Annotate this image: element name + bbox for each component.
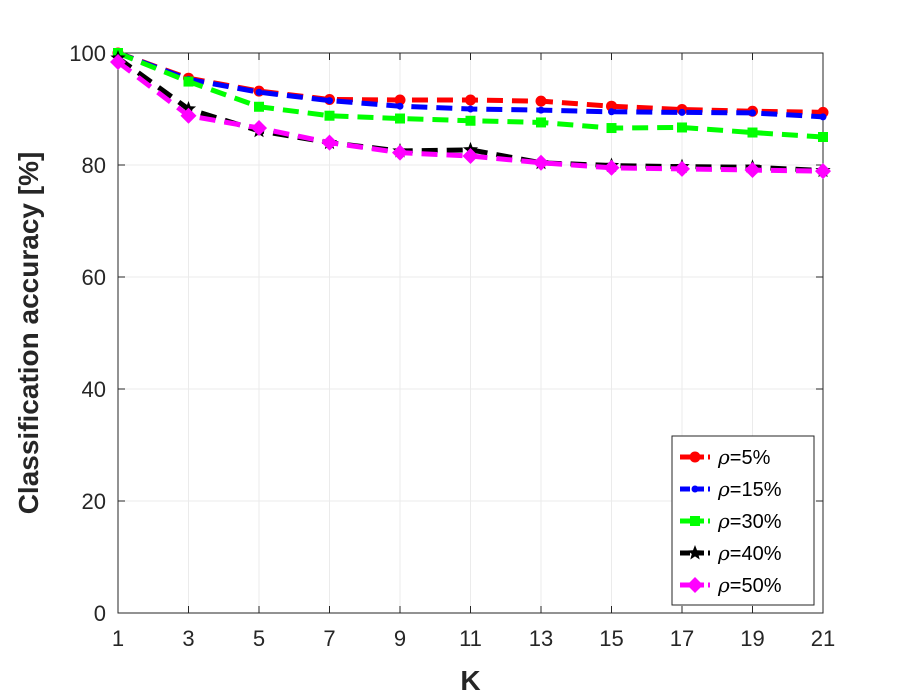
data-point <box>606 100 617 112</box>
legend-swatch-marker <box>690 516 700 526</box>
series-layer <box>110 47 831 180</box>
x-tick-label: 7 <box>323 626 335 651</box>
data-point <box>255 88 263 96</box>
series-4 <box>110 53 831 180</box>
data-point <box>394 94 406 106</box>
data-point <box>254 101 264 112</box>
series-line <box>116 59 824 174</box>
legend: ρ=5%ρ=15%ρ=30%ρ=40%ρ=50% <box>671 435 815 606</box>
data-point <box>608 108 615 116</box>
legend-label: ρ=15% <box>717 477 782 501</box>
data-point <box>536 117 546 128</box>
y-tick-label: 100 <box>69 41 106 66</box>
x-tick-label: 11 <box>459 626 482 651</box>
x-tick-label: 15 <box>599 626 623 651</box>
legend-label-value: =15% <box>730 479 782 501</box>
legend-label: ρ=30% <box>717 509 782 533</box>
x-tick-label: 5 <box>253 626 265 651</box>
y-tick-label: 60 <box>82 265 106 290</box>
data-point <box>395 113 405 124</box>
data-point <box>392 144 408 161</box>
data-point <box>324 110 335 121</box>
y-tick-label: 40 <box>82 377 106 402</box>
data-point <box>465 94 476 106</box>
data-point <box>819 113 827 121</box>
legend-label-value: =50% <box>730 575 782 597</box>
series-2 <box>113 48 828 142</box>
data-point <box>467 105 474 113</box>
x-tick-label: 1 <box>112 626 124 651</box>
legend-label: ρ=40% <box>717 541 782 565</box>
x-axis-label: K <box>460 665 480 696</box>
legend-label-symbol: ρ <box>717 477 730 501</box>
legend-swatch-marker <box>689 451 701 463</box>
legend-label-value: =5% <box>730 447 771 469</box>
data-point <box>815 163 831 180</box>
data-point <box>678 108 686 116</box>
x-tick-label: 17 <box>670 626 694 651</box>
data-point <box>744 162 761 179</box>
legend-swatch-marker <box>687 545 703 560</box>
legend-label-value: =30% <box>730 511 782 533</box>
legend-label-symbol: ρ <box>717 445 730 469</box>
y-tick-label: 0 <box>94 601 106 626</box>
data-point <box>747 127 758 138</box>
data-point <box>110 53 126 70</box>
data-point <box>462 148 479 165</box>
x-tick-label: 13 <box>529 626 553 651</box>
x-tick-label: 3 <box>182 626 194 651</box>
x-tick-label: 19 <box>740 626 764 651</box>
legend-label: ρ=50% <box>717 573 782 597</box>
y-axis-label: Classification accuracy [%] <box>13 152 44 515</box>
data-point <box>674 160 690 177</box>
data-point <box>537 106 545 114</box>
legend-swatch-marker <box>691 485 699 493</box>
data-point <box>749 109 756 117</box>
legend-item: ρ=50% <box>680 573 782 597</box>
legend-item: ρ=40% <box>680 541 782 565</box>
data-point <box>321 134 338 151</box>
data-point <box>183 76 194 87</box>
data-point <box>465 115 476 126</box>
legend-swatch-marker <box>687 577 703 593</box>
legend-label-symbol: ρ <box>717 541 730 565</box>
y-tick-label: 80 <box>82 153 106 178</box>
data-point <box>677 122 687 133</box>
data-point <box>396 102 404 110</box>
legend-label-value: =40% <box>730 543 782 565</box>
data-point <box>606 123 617 134</box>
legend-item: ρ=15% <box>680 477 782 501</box>
y-tick-label: 20 <box>82 489 106 514</box>
legend-label: ρ=5% <box>717 445 771 469</box>
data-point <box>326 97 333 105</box>
x-tick-label: 9 <box>394 626 406 651</box>
data-point <box>603 159 620 176</box>
data-point <box>535 95 547 107</box>
data-point <box>180 107 197 124</box>
legend-label-symbol: ρ <box>717 573 730 597</box>
legend-item: ρ=5% <box>680 445 771 469</box>
data-point <box>818 132 828 142</box>
x-tick-label: 21 <box>811 626 835 651</box>
data-point <box>533 154 549 171</box>
legend-label-symbol: ρ <box>717 509 730 533</box>
data-point <box>251 120 267 137</box>
legend-item: ρ=30% <box>680 509 782 533</box>
